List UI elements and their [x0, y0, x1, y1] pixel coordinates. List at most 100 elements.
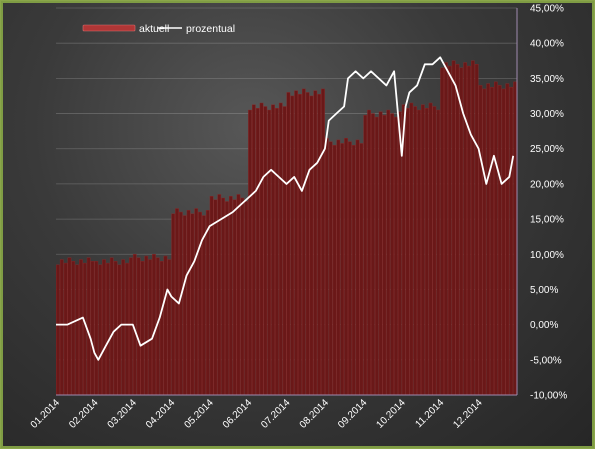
bar: [447, 65, 452, 396]
bar: [252, 104, 256, 396]
bar: [417, 109, 421, 396]
bar: [109, 257, 114, 396]
bar: [94, 261, 99, 396]
bar: [355, 139, 360, 396]
bar: [344, 137, 348, 396]
bar: [440, 67, 444, 396]
bar: [405, 108, 410, 396]
y-tick-label: -10,00%: [530, 391, 567, 402]
y-tick-label: 45,00%: [530, 4, 564, 15]
bar: [298, 93, 302, 396]
line-series-prozentual: [56, 56, 515, 361]
bar: [255, 108, 260, 396]
bar: [305, 92, 310, 396]
bar: [194, 208, 199, 396]
bar: [129, 257, 133, 396]
bar: [497, 85, 502, 396]
bar: [117, 264, 122, 396]
bar: [390, 113, 394, 396]
bar: [332, 145, 337, 396]
bar: [463, 62, 467, 396]
bar: [182, 215, 187, 396]
bar: [494, 81, 498, 396]
bar: [63, 262, 68, 396]
bar: [248, 109, 252, 396]
bar: [451, 60, 456, 396]
bar: [259, 102, 264, 396]
bar: [436, 109, 441, 396]
x-tick-label: 07.2014: [259, 397, 293, 431]
x-tick-label: 11.2014: [413, 397, 446, 430]
bar: [271, 104, 275, 396]
bar: [225, 201, 229, 396]
grid: [56, 7, 517, 396]
bar: [301, 88, 306, 396]
bar: [394, 116, 398, 396]
x-tick-label: 06.2014: [221, 397, 255, 431]
bar: [505, 83, 510, 396]
bar: [205, 210, 210, 396]
bar: [328, 141, 333, 396]
bar: [413, 106, 418, 396]
bar: [290, 95, 295, 396]
bar: [198, 211, 202, 396]
bar: [309, 95, 314, 396]
x-tick-label: 12.2014: [451, 397, 485, 431]
bar: [378, 111, 383, 396]
legend-swatch-aktuell: [82, 24, 136, 32]
y-tick-label: 35,00%: [530, 74, 564, 85]
bar: [501, 88, 506, 396]
bar: [98, 264, 103, 396]
bar: [171, 213, 175, 396]
bar: [75, 264, 79, 396]
bar: [144, 255, 149, 396]
bar: [386, 109, 391, 396]
y-tick-label: 40,00%: [530, 39, 564, 50]
bar: [90, 261, 95, 396]
bar: [455, 64, 460, 396]
bar: [478, 85, 483, 396]
bar: [336, 139, 341, 396]
y-axis: [56, 8, 518, 396]
bar: [459, 67, 464, 396]
bar: [340, 143, 345, 396]
bar: [71, 261, 76, 396]
bar: [325, 137, 329, 396]
bar: [467, 65, 471, 396]
y-tick-labels: 45,00% 40,00% 35,00% 30,00% 25,00% 20,00% 15,0…: [530, 4, 567, 402]
bar: [286, 92, 291, 396]
bar: [313, 90, 318, 396]
bar: [56, 264, 60, 396]
bar: [267, 109, 272, 396]
x-tick-labels: 01.2014 02.2014 03.2014 04.2014 05.2014 06.20…: [29, 397, 485, 431]
bar: [294, 90, 298, 396]
bar: [471, 60, 475, 396]
bar: [359, 143, 364, 396]
bar: [125, 262, 129, 396]
legend: aktuell prozentual: [82, 23, 235, 35]
bar: [371, 113, 375, 396]
line-prozentual: [56, 56, 515, 361]
bar: [263, 106, 268, 396]
bar: [367, 109, 371, 396]
bar: [221, 197, 225, 396]
bar: [513, 81, 517, 396]
bar: [490, 86, 494, 396]
bar: [86, 257, 91, 396]
y-tick-label: 30,00%: [530, 109, 564, 120]
bar: [509, 86, 514, 396]
bar: [236, 194, 241, 396]
bar: [282, 106, 287, 396]
bar: [202, 215, 206, 396]
bar: [444, 62, 448, 396]
bar: [159, 261, 164, 396]
bar: [421, 104, 425, 396]
x-tick-label: 04.2014: [144, 397, 178, 431]
bar: [102, 259, 106, 396]
bar: [232, 199, 237, 396]
bar: [136, 257, 141, 396]
legend-label-prozentual: prozentual: [186, 23, 235, 35]
bar-series-aktuell: [56, 60, 517, 396]
bar: [321, 88, 325, 396]
